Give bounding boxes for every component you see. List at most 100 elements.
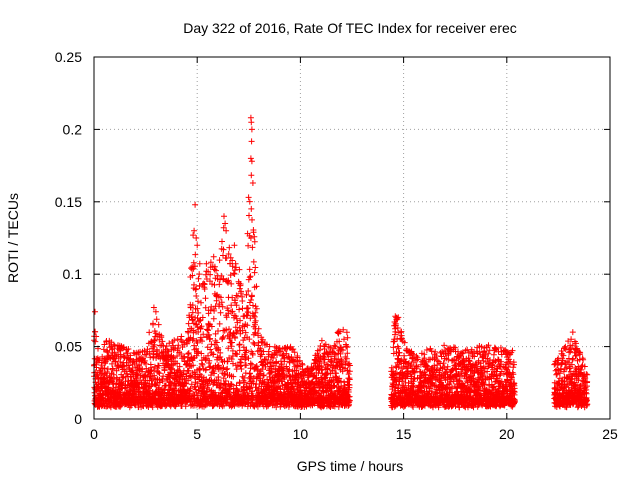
data-point — [180, 371, 187, 378]
data-point — [195, 275, 202, 282]
data-point — [196, 367, 203, 373]
data-point — [155, 321, 162, 328]
data-point — [281, 355, 288, 362]
data-point — [207, 346, 214, 353]
data-point — [160, 373, 167, 380]
data-point — [233, 315, 240, 322]
data-point — [117, 351, 124, 358]
data-point — [293, 367, 300, 374]
data-point — [101, 365, 108, 372]
data-point — [332, 343, 339, 350]
data-point — [184, 340, 191, 347]
data-point — [146, 350, 153, 357]
data-point — [208, 341, 215, 348]
data-point — [262, 363, 269, 370]
data-point — [250, 229, 257, 236]
data-point — [343, 355, 350, 362]
data-point — [342, 359, 349, 365]
data-point — [240, 344, 247, 351]
data-point — [250, 258, 257, 265]
data-point — [109, 365, 116, 372]
data-point — [190, 329, 197, 336]
data-point — [245, 194, 252, 201]
data-point — [215, 362, 222, 369]
data-point — [228, 343, 235, 350]
data-point — [252, 264, 259, 271]
data-point — [327, 344, 334, 351]
data-point — [198, 350, 205, 357]
data-point — [226, 386, 233, 393]
data-point — [251, 238, 258, 245]
data-point — [204, 326, 211, 333]
data-point — [343, 329, 350, 336]
data-point — [344, 334, 351, 341]
data-point — [133, 358, 140, 365]
data-point — [174, 336, 181, 343]
data-point — [111, 349, 118, 356]
data-point — [92, 338, 99, 345]
data-point — [192, 251, 199, 258]
data-point — [196, 283, 203, 290]
data-point — [228, 302, 235, 309]
data-point — [202, 295, 209, 302]
data-point — [245, 288, 252, 294]
data-point — [225, 277, 232, 284]
data-point — [250, 339, 257, 346]
data-point — [259, 336, 266, 343]
data-point — [188, 265, 194, 272]
data-point — [233, 264, 239, 271]
data-point — [174, 353, 181, 359]
data-point — [234, 351, 241, 358]
data-point — [261, 356, 268, 363]
data-point — [211, 263, 218, 270]
data-point — [393, 349, 400, 355]
data-point — [236, 347, 243, 354]
data-point — [260, 372, 267, 379]
data-point — [194, 305, 201, 312]
data-point — [392, 363, 399, 370]
data-point — [394, 325, 401, 331]
data-point — [252, 309, 259, 316]
data-point — [196, 271, 203, 278]
data-point — [141, 347, 148, 354]
data-point — [217, 349, 224, 356]
data-point — [277, 375, 284, 381]
data-point — [217, 309, 224, 316]
data-point — [193, 293, 200, 299]
data-point — [119, 374, 126, 381]
data-point — [194, 339, 201, 346]
data-point — [219, 335, 226, 341]
data-point — [219, 238, 225, 245]
data-point — [244, 322, 251, 329]
data-point — [233, 329, 240, 336]
data-point — [150, 367, 157, 374]
data-point — [248, 292, 255, 299]
data-point — [510, 364, 517, 371]
data-point — [194, 348, 201, 355]
data-point — [241, 379, 248, 386]
data-point — [200, 331, 207, 338]
data-point — [150, 321, 156, 328]
data-point — [167, 379, 174, 386]
data-point — [185, 329, 192, 336]
data-point — [283, 350, 290, 357]
data-point — [283, 363, 290, 370]
data-point — [171, 337, 178, 344]
data-point — [232, 335, 239, 341]
data-point — [188, 374, 195, 381]
data-point — [146, 329, 153, 336]
data-point — [181, 341, 188, 348]
data-point — [346, 397, 353, 404]
data-point — [233, 382, 240, 389]
data-point — [230, 373, 237, 380]
data-point — [280, 351, 287, 358]
data-point — [390, 344, 397, 351]
data-point — [248, 205, 255, 212]
data-point — [217, 294, 224, 301]
data-point — [236, 266, 243, 273]
data-point — [229, 294, 236, 301]
data-point — [344, 344, 351, 351]
data-point — [216, 257, 223, 264]
data-point — [398, 335, 405, 342]
